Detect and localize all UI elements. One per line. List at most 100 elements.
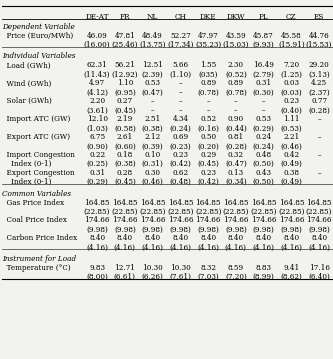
Text: Price (Euro/MWh): Price (Euro/MWh) — [2, 32, 73, 40]
Text: –: – — [317, 133, 321, 141]
Text: 0.30: 0.30 — [145, 169, 161, 177]
Text: (9.98): (9.98) — [280, 225, 302, 234]
Text: (2.79): (2.79) — [253, 70, 275, 79]
Text: 0.50: 0.50 — [200, 133, 216, 141]
Text: (4.16): (4.16) — [114, 243, 136, 252]
Text: Export ATC (GW): Export ATC (GW) — [2, 133, 70, 141]
Text: 0.29: 0.29 — [200, 151, 216, 159]
Text: (0.45): (0.45) — [114, 178, 136, 186]
Text: (22.85): (22.85) — [167, 208, 193, 216]
Text: 8.40: 8.40 — [145, 234, 161, 242]
Text: 0.18: 0.18 — [117, 151, 133, 159]
Text: 8.40: 8.40 — [283, 234, 299, 242]
Text: (9.98): (9.98) — [308, 225, 330, 234]
Text: 2.19: 2.19 — [117, 115, 133, 123]
Text: 174.66: 174.66 — [306, 216, 332, 224]
Text: 2.61: 2.61 — [117, 133, 133, 141]
Text: (35.23): (35.23) — [195, 41, 221, 49]
Text: (1.10): (1.10) — [169, 70, 191, 79]
Text: 16.49: 16.49 — [253, 61, 274, 69]
Text: –: – — [206, 106, 210, 115]
Text: (9.93): (9.93) — [253, 41, 274, 49]
Text: (8.00): (8.00) — [86, 273, 108, 281]
Text: Load (GWh): Load (GWh) — [2, 61, 50, 69]
Text: 164.85: 164.85 — [167, 199, 193, 206]
Text: (12.92): (12.92) — [112, 70, 138, 79]
Text: 2.51: 2.51 — [145, 115, 161, 123]
Text: 164.85: 164.85 — [306, 199, 332, 206]
Text: (22.85): (22.85) — [140, 208, 166, 216]
Text: (0.23): (0.23) — [169, 142, 191, 150]
Text: (6.40): (6.40) — [308, 273, 330, 281]
Text: 1.11: 1.11 — [283, 115, 300, 123]
Text: (4.16): (4.16) — [142, 243, 164, 252]
Text: 0.24: 0.24 — [255, 133, 272, 141]
Text: DKE: DKE — [200, 13, 216, 20]
Text: 10.30: 10.30 — [142, 264, 163, 272]
Text: (4.12): (4.12) — [86, 88, 108, 97]
Text: (0.52): (0.52) — [225, 70, 247, 79]
Text: (0.38): (0.38) — [114, 160, 136, 168]
Text: 164.85: 164.85 — [279, 199, 304, 206]
Text: Coal Price Index: Coal Price Index — [2, 216, 67, 224]
Text: (0.44): (0.44) — [225, 124, 247, 132]
Text: NL: NL — [147, 13, 158, 20]
Text: 174.66: 174.66 — [251, 216, 276, 224]
Text: (0.47): (0.47) — [142, 88, 164, 97]
Text: (1.03): (1.03) — [86, 124, 108, 132]
Text: –: – — [178, 79, 182, 87]
Text: (11.43): (11.43) — [84, 70, 111, 79]
Text: 0.23: 0.23 — [283, 97, 299, 105]
Text: 164.85: 164.85 — [140, 199, 166, 206]
Text: 10.30: 10.30 — [170, 264, 191, 272]
Text: (9.98): (9.98) — [253, 225, 275, 234]
Text: 8.32: 8.32 — [200, 264, 216, 272]
Text: 174.66: 174.66 — [223, 216, 249, 224]
Text: 0.28: 0.28 — [117, 169, 133, 177]
Text: (0.24): (0.24) — [253, 142, 275, 150]
Text: 4.34: 4.34 — [172, 115, 188, 123]
Text: 8.40: 8.40 — [255, 234, 272, 242]
Text: (0.50): (0.50) — [253, 178, 275, 186]
Text: 1.55: 1.55 — [200, 61, 216, 69]
Text: Index (0-1): Index (0-1) — [2, 160, 51, 168]
Text: (15.91): (15.91) — [278, 41, 305, 49]
Text: (4.16): (4.16) — [169, 243, 191, 252]
Text: –: – — [234, 97, 238, 105]
Text: (0.16): (0.16) — [197, 124, 219, 132]
Text: (0.45): (0.45) — [114, 106, 136, 115]
Text: (0.78): (0.78) — [225, 88, 247, 97]
Text: 0.53: 0.53 — [256, 115, 272, 123]
Text: (0.31): (0.31) — [142, 160, 164, 168]
Text: (6.26): (6.26) — [142, 273, 164, 281]
Text: (3.61): (3.61) — [86, 106, 108, 115]
Text: (22.85): (22.85) — [195, 208, 221, 216]
Text: (4.16): (4.16) — [197, 243, 219, 252]
Text: Individual Variables: Individual Variables — [2, 52, 75, 60]
Text: 8.40: 8.40 — [228, 234, 244, 242]
Text: 48.49: 48.49 — [142, 32, 163, 40]
Text: (25.46): (25.46) — [112, 41, 138, 49]
Text: 0.13: 0.13 — [228, 169, 244, 177]
Text: 4.25: 4.25 — [311, 79, 327, 87]
Text: (6.61): (6.61) — [114, 273, 136, 281]
Text: (0.42): (0.42) — [169, 160, 191, 168]
Text: Wind (GWh): Wind (GWh) — [2, 79, 51, 87]
Text: 12.71: 12.71 — [114, 264, 136, 272]
Text: –: – — [151, 97, 155, 105]
Text: 0.42: 0.42 — [283, 151, 299, 159]
Text: –: – — [317, 169, 321, 177]
Text: 44.76: 44.76 — [309, 32, 329, 40]
Text: (0.29): (0.29) — [253, 124, 275, 132]
Text: (16.00): (16.00) — [84, 41, 111, 49]
Text: (15.53): (15.53) — [306, 41, 332, 49]
Text: 174.66: 174.66 — [140, 216, 166, 224]
Text: (0.47): (0.47) — [225, 160, 247, 168]
Text: Import ATC (GW): Import ATC (GW) — [2, 115, 70, 123]
Text: 0.43: 0.43 — [256, 169, 272, 177]
Text: (4.16): (4.16) — [308, 243, 330, 252]
Text: Solar (GWh): Solar (GWh) — [2, 97, 52, 105]
Text: (0.42): (0.42) — [197, 178, 219, 186]
Text: Index (0-1): Index (0-1) — [2, 178, 51, 186]
Text: –: – — [262, 97, 265, 105]
